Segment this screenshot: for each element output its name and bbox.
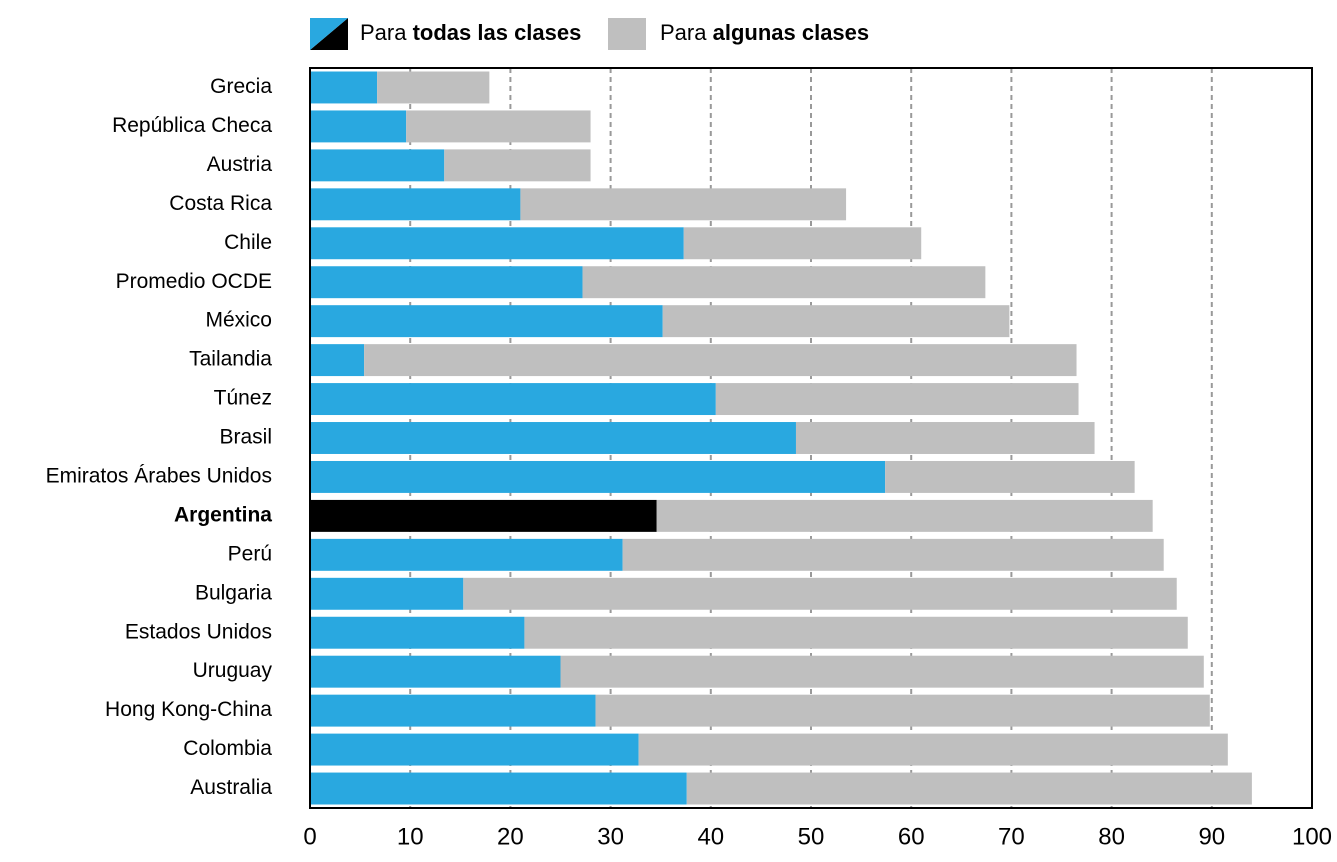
x-tick-label: 90 (1198, 823, 1225, 850)
x-tick-label: 30 (597, 823, 624, 850)
y-tick-label: Túnez (214, 387, 272, 410)
x-tick-label: 50 (798, 823, 825, 850)
y-tick-label: Uruguay (193, 659, 273, 682)
x-tick-label: 20 (497, 823, 524, 850)
y-tick-label: Argentina (174, 503, 272, 526)
bar-segment (444, 149, 591, 182)
y-tick-label: México (205, 309, 272, 332)
x-tick-label: 40 (697, 823, 724, 850)
y-tick-label: Perú (228, 542, 272, 565)
x-tick-label: 10 (397, 823, 424, 850)
y-tick-label: Hong Kong-China (105, 698, 272, 721)
y-tick-label: Brasil (219, 426, 272, 449)
bar-segment (310, 383, 716, 416)
bar-segment (638, 733, 1228, 766)
bar-segment (310, 71, 378, 104)
bar-segment (463, 577, 1177, 610)
y-tick-label: República Checa (112, 114, 272, 137)
bar-segment (715, 383, 1079, 416)
legend-swatch (608, 18, 646, 50)
bar-segment (364, 344, 1077, 377)
bar-segment (656, 499, 1153, 532)
bar-segment (683, 227, 922, 260)
y-tick-label: Costa Rica (169, 192, 272, 215)
x-tick-label: 100 (1292, 823, 1332, 850)
bar-segment (310, 499, 657, 532)
bar-segment (310, 616, 525, 649)
bar-segment (310, 460, 886, 493)
y-tick-label: Austria (207, 153, 273, 176)
bar-segment (310, 733, 639, 766)
y-tick-label: Colombia (183, 737, 272, 760)
bar-segment (310, 344, 365, 377)
bar-segment (310, 694, 596, 727)
bar-segment (560, 655, 1204, 688)
y-tick-label: Estados Unidos (125, 620, 272, 643)
y-tick-label: Bulgaria (195, 581, 272, 604)
bar-segment (406, 110, 591, 143)
bar-segment (310, 188, 521, 221)
bar-segment (310, 149, 445, 182)
bar-segment (582, 266, 986, 299)
legend-label: Para algunas clases (660, 20, 869, 45)
y-tick-label: Grecia (210, 75, 272, 98)
bar-segment (520, 188, 847, 221)
bar-segment (885, 460, 1135, 493)
bar-segment (622, 538, 1164, 571)
x-tick-label: 80 (1098, 823, 1125, 850)
bar-segment (377, 71, 490, 104)
y-tick-label: Emiratos Árabes Unidos (46, 464, 272, 487)
bar-segment (310, 110, 407, 143)
legend: Para todas las clases Para algunas clase… (310, 18, 869, 50)
y-tick-label: Australia (190, 776, 272, 799)
bar-segment (310, 305, 663, 338)
bar-segment (310, 422, 796, 454)
bar-segment (686, 772, 1252, 805)
bar-segment (310, 655, 561, 688)
bar-segment (310, 577, 464, 610)
legend-swatch (310, 18, 348, 50)
x-tick-label: 60 (898, 823, 925, 850)
legend-label: Para todas las clases (360, 20, 581, 45)
bar-segment (595, 694, 1210, 727)
bar-segment (310, 772, 687, 805)
bar-segment (795, 422, 1095, 454)
x-tick-label: 70 (998, 823, 1025, 850)
bar-segment (310, 266, 583, 299)
bar-segment (662, 305, 1010, 338)
x-tick-label: 0 (303, 823, 316, 850)
y-tick-label: Promedio OCDE (116, 270, 272, 293)
bar-segment (310, 538, 623, 571)
bar-segment (310, 227, 684, 260)
y-tick-label: Tailandia (189, 348, 272, 371)
plot-frame (309, 67, 1313, 809)
bar-segment (524, 616, 1188, 649)
y-tick-label: Chile (224, 231, 272, 254)
